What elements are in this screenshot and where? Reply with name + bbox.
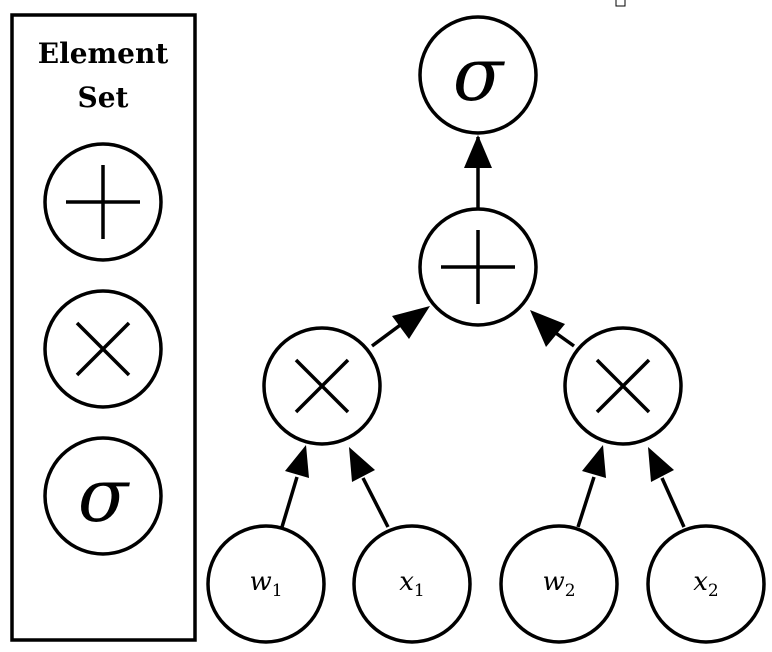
legend-item-times xyxy=(43,289,163,409)
input-node-x1: x1 xyxy=(352,524,472,644)
legend-item-plus xyxy=(43,142,163,262)
arrowhead xyxy=(648,447,674,482)
arrowhead xyxy=(349,447,375,482)
input-node-x2: x2 xyxy=(646,524,766,644)
output-sigma-node: σ xyxy=(418,15,538,135)
input-label-w2: w2 xyxy=(542,567,575,601)
edge-w1-to-left-product xyxy=(280,476,299,528)
graph-edges xyxy=(280,135,686,528)
corner-marker xyxy=(615,0,626,7)
right-product-node xyxy=(563,326,683,446)
arrowhead xyxy=(464,135,492,168)
times-icon xyxy=(595,358,651,414)
times-icon xyxy=(75,321,131,377)
plus-icon xyxy=(441,230,515,304)
input-label-w1: w1 xyxy=(249,567,282,601)
edge-x2-to-right-product xyxy=(660,477,686,528)
arrowhead xyxy=(285,445,309,478)
legend-item-sigma: σ xyxy=(43,436,163,556)
sigma-symbol: σ xyxy=(453,32,506,118)
input-node-w2: w2 xyxy=(499,524,619,644)
legend-title-line1: Element xyxy=(38,37,169,70)
legend-title-line2: Set xyxy=(78,81,129,114)
times-icon xyxy=(294,358,350,414)
sum-node xyxy=(418,207,538,327)
arrowhead xyxy=(530,310,565,347)
sigma-symbol: σ xyxy=(78,453,131,539)
arrowhead xyxy=(582,445,606,478)
edge-w2-to-right-product xyxy=(576,476,596,528)
edge-left-product-to-sum xyxy=(370,321,405,348)
element-set-legend: Element Set σ xyxy=(10,13,197,642)
arrowhead xyxy=(392,306,430,339)
left-product-node xyxy=(262,326,382,446)
plus-icon xyxy=(66,165,140,239)
input-label-x2: x2 xyxy=(693,567,719,601)
input-label-x1: x1 xyxy=(399,567,425,601)
edge-x1-to-left-product xyxy=(361,477,390,528)
input-node-w1: w1 xyxy=(206,524,326,644)
